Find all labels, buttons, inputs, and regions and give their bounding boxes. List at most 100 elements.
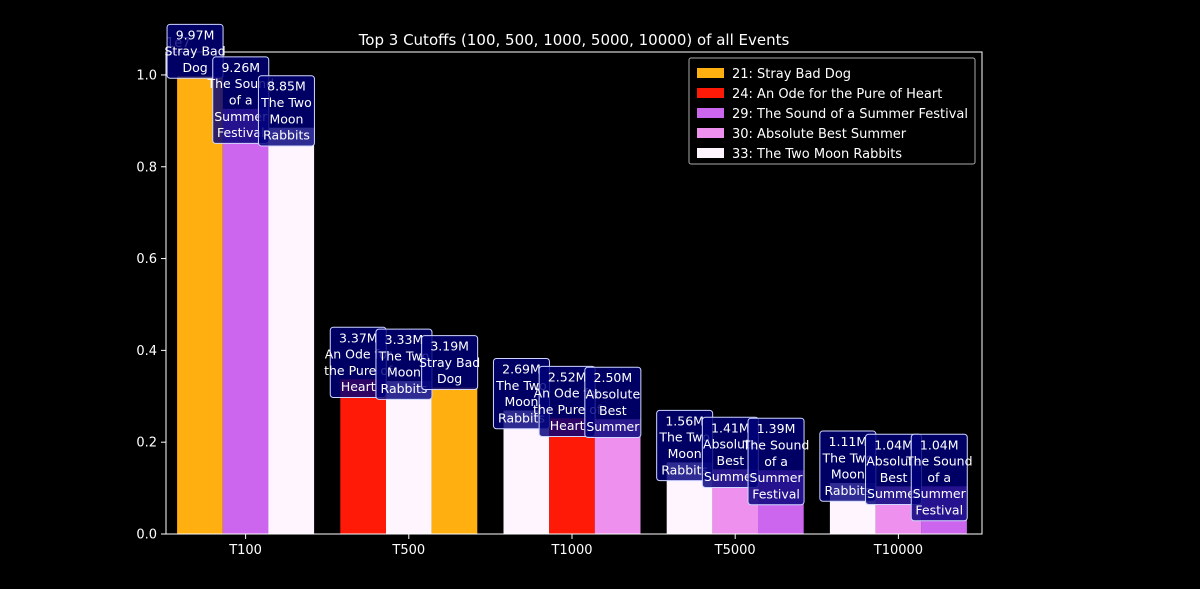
data-label-box (421, 335, 479, 390)
data-label-name: Moon (504, 394, 538, 409)
data-label-name: Absolute (866, 454, 921, 469)
data-label-name: Rabbits (824, 483, 871, 498)
data-label-name: Summer (867, 486, 921, 501)
legend-swatch-24 (697, 88, 724, 98)
data-label-name: Best (599, 403, 627, 418)
data-label-name: The Sound (206, 76, 274, 91)
axes-layer: 0.0 0.2 0.4 0.6 0.8 1.0 T100 T500 T1000 T5000 T100… (136, 51, 983, 558)
data-label-name: The Two (658, 430, 710, 445)
legend-swatch-30 (697, 128, 724, 138)
data-label-value: 1.04M (920, 437, 959, 452)
data-label-value: 9.26M (221, 60, 260, 75)
data-label-value: 3.33M (385, 332, 424, 347)
legend-swatch-21 (697, 68, 724, 78)
data-label-value: 9.97M (176, 27, 215, 42)
data-label-name: Rabbits (498, 410, 545, 425)
data-label-name: Festival (217, 125, 265, 140)
legend-label-21: 21: Stray Bad Dog (732, 67, 851, 82)
data-label-value: 1.11M (829, 434, 868, 449)
legend-frame (688, 57, 976, 165)
data-label-name: Moon (668, 446, 702, 461)
bar-t500-24 (340, 379, 386, 534)
data-label-value: 1.04M (874, 437, 913, 452)
data-label-name: Festival (752, 486, 800, 501)
legend-label-33: 33: The Two Moon Rabbits (732, 147, 902, 162)
data-label-value: 3.19M (430, 339, 469, 354)
data-label-value: 1.39M (757, 421, 796, 436)
data-label-box (166, 23, 224, 79)
data-label-name: Absolute (586, 387, 641, 402)
bar-t500-21 (431, 387, 478, 534)
x-tick-label-t5000: T5000 (714, 543, 756, 558)
data-label-name: Rabbits (661, 462, 708, 477)
data-label-value: 8.85M (267, 79, 306, 94)
data-label-name: Moon (831, 467, 865, 482)
bar-t1000-30 (594, 419, 641, 534)
y-tick-label: 0.8 (136, 160, 157, 175)
data-label-name: Heart (550, 418, 585, 433)
data-label-value: 1.56M (665, 413, 704, 428)
bar-t500-33 (386, 381, 432, 534)
data-label-name: Festival (915, 502, 963, 517)
data-label-name: Dog (182, 60, 207, 75)
data-label-name: Stray Bad (164, 44, 225, 59)
data-label-box (747, 417, 805, 506)
data-label-value: 2.50M (594, 370, 633, 385)
data-label-name: Rabbits (381, 381, 428, 396)
bar-t100-33 (268, 127, 315, 534)
data-label-box (584, 366, 642, 438)
x-tick-label-t10000: T10000 (873, 543, 923, 558)
chart-title: Top 3 Cutoffs (100, 500, 1000, 5000, 100… (358, 31, 790, 49)
data-label-value: 2.69M (502, 362, 541, 377)
data-label-name: The Two (822, 450, 874, 465)
legend-label-29: 29: The Sound of a Summer Festival (732, 107, 968, 122)
plot-frame (165, 51, 983, 535)
data-label-name: The Two (495, 378, 547, 393)
data-label-name: of a (927, 470, 951, 485)
data-label-value: 2.52M (548, 369, 587, 384)
bar-t100-29 (222, 108, 269, 535)
data-label-name: Summer (704, 469, 758, 484)
y-tick-label: 0.0 (136, 528, 157, 543)
data-label-name: of a (764, 454, 788, 469)
legend: 21: Stray Bad Dog 24: An Ode for the Pure… (688, 57, 976, 165)
legend-swatch-29 (697, 108, 724, 118)
data-label-name: Summer (214, 109, 268, 124)
data-label-name: Summer (913, 486, 967, 501)
data-label-name: Summer (586, 419, 640, 434)
data-label-name: Dog (437, 371, 462, 386)
data-label-name: The Two (260, 95, 312, 110)
data-label-value: 1.41M (711, 420, 750, 435)
x-tick-label-t100: T100 (228, 543, 262, 558)
data-label-name: Absolute (703, 437, 758, 452)
legend-swatch-33 (697, 148, 724, 158)
data-label-box (910, 433, 968, 522)
data-label-box (257, 75, 315, 147)
data-label-value: 3.37M (339, 330, 378, 345)
y-tick-label: 0.4 (136, 344, 157, 359)
data-label-name: The Sound (742, 437, 810, 452)
bar-t100-21 (177, 76, 223, 535)
data-label-name: The Two (378, 348, 430, 363)
y-tick-label: 0.2 (136, 436, 157, 451)
data-label-name: Best (880, 470, 908, 485)
data-label-name: Best (717, 453, 745, 468)
y-tick-label: 1.0 (136, 68, 157, 83)
legend-label-24: 24: An Ode for the Pure of Heart (732, 87, 942, 102)
data-label-name: Moon (269, 111, 303, 126)
data-label-name: Rabbits (263, 128, 310, 143)
data-label-name: Stray Bad (419, 355, 480, 370)
data-label-name: Moon (387, 365, 421, 380)
x-tick-label-t500: T500 (391, 543, 425, 558)
